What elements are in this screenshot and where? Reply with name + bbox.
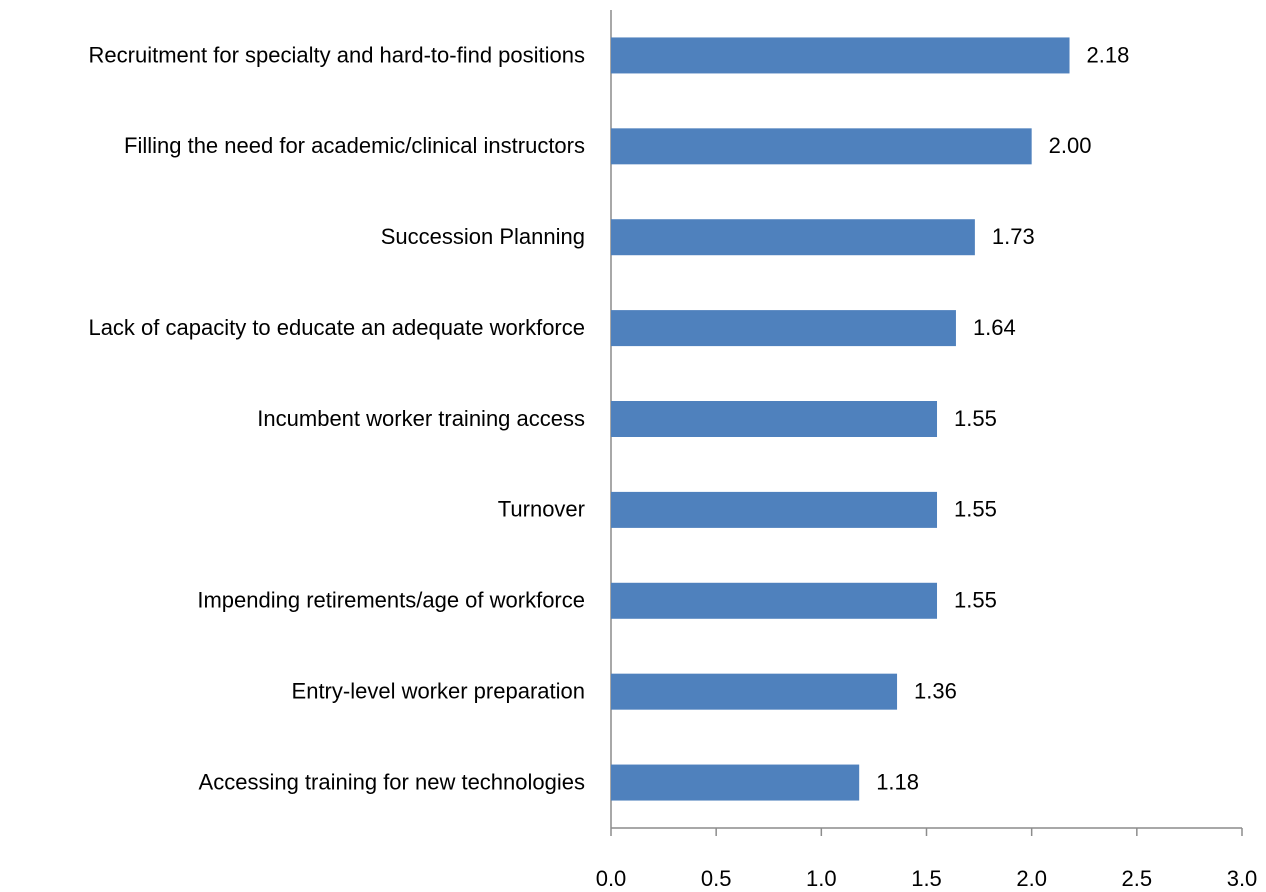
x-tick-label: 1.5: [911, 866, 942, 891]
y-tick-label: Recruitment for specialty and hard-to-fi…: [89, 42, 585, 67]
value-label: 1.55: [954, 588, 997, 613]
y-tick-label: Turnover: [498, 497, 585, 522]
y-tick-label: Lack of capacity to educate an adequate …: [88, 315, 585, 340]
y-tick-label: Impending retirements/age of workforce: [197, 588, 585, 613]
value-label: 1.36: [914, 678, 957, 703]
value-label: 1.64: [973, 315, 1016, 340]
bar: [611, 401, 938, 437]
y-tick-label: Accessing training for new technologies: [199, 769, 585, 794]
y-tick-label: Filling the need for academic/clinical i…: [124, 133, 585, 158]
y-tick-label: Succession Planning: [381, 224, 585, 249]
value-label: 1.55: [954, 497, 997, 522]
bar: [611, 491, 938, 528]
bar: [611, 37, 1070, 74]
bar: [611, 128, 1032, 165]
value-label: 2.18: [1087, 42, 1130, 67]
bar: [611, 310, 956, 347]
bar: [611, 219, 975, 256]
value-label: 2.00: [1049, 133, 1092, 158]
bar: [611, 582, 938, 619]
y-tick-label: Incumbent worker training access: [257, 406, 585, 431]
x-tick-label: 3.0: [1227, 866, 1258, 891]
x-tick-label: 0.5: [701, 866, 732, 891]
y-tick-label: Entry-level worker preparation: [292, 678, 585, 703]
value-label: 1.55: [954, 406, 997, 431]
bar: [611, 673, 898, 710]
x-tick-label: 1.0: [806, 866, 837, 891]
x-tick-label: 2.5: [1122, 866, 1153, 891]
value-label: 1.73: [992, 224, 1035, 249]
x-tick-label: 0.0: [596, 866, 627, 891]
bar: [611, 764, 860, 801]
x-tick-label: 2.0: [1016, 866, 1047, 891]
value-label: 1.18: [876, 769, 919, 794]
